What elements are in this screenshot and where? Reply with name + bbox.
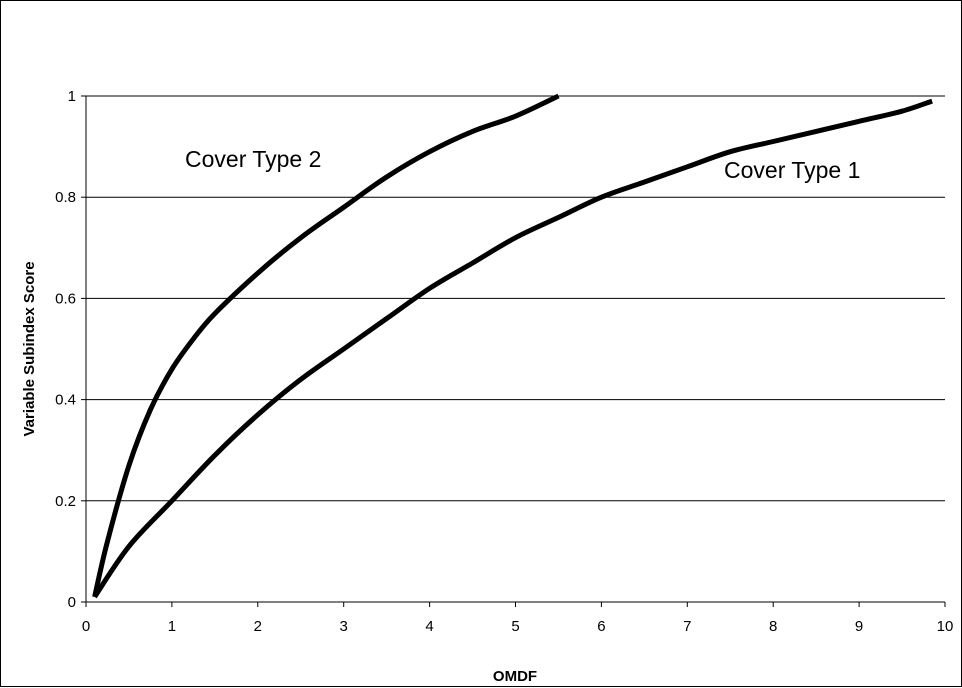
x-tick-label-0: 0 xyxy=(82,618,90,635)
y-axis-title: Variable Subindex Score xyxy=(21,261,38,436)
x-tick-label-4: 4 xyxy=(425,618,433,635)
y-tick-label-3: 0.6 xyxy=(55,290,76,307)
y-tick-labels: 0 0.2 0.4 0.6 0.8 1 xyxy=(55,88,76,611)
x-tick-label-2: 2 xyxy=(254,618,262,635)
x-tick-label-6: 6 xyxy=(597,618,605,635)
y-tick-label-5: 1 xyxy=(68,88,76,105)
axes xyxy=(81,95,946,607)
x-tick-labels: 0 1 2 3 4 5 6 7 8 9 10 xyxy=(82,618,954,635)
x-tick-label-10: 10 xyxy=(937,618,954,635)
x-tick-label-8: 8 xyxy=(769,618,777,635)
x-tick-label-9: 9 xyxy=(855,618,863,635)
y-tick-label-0: 0 xyxy=(68,594,76,611)
x-axis-title: OMDF xyxy=(493,668,537,685)
x-tick-label-5: 5 xyxy=(511,618,519,635)
series-line-cover-type-1 xyxy=(92,98,933,599)
y-tick-label-1: 0.2 xyxy=(55,493,76,510)
series-label-cover-type-1: Cover Type 1 xyxy=(724,157,860,183)
x-tick-label-7: 7 xyxy=(683,618,691,635)
x-tick-label-3: 3 xyxy=(340,618,348,635)
x-tick-label-1: 1 xyxy=(168,618,176,635)
series-lines xyxy=(92,93,933,599)
y-tick-label-2: 0.4 xyxy=(55,392,76,409)
series-label-cover-type-2: Cover Type 2 xyxy=(185,146,321,172)
y-tick-label-4: 0.8 xyxy=(55,189,76,206)
series-line-cover-type-2 xyxy=(92,93,560,598)
